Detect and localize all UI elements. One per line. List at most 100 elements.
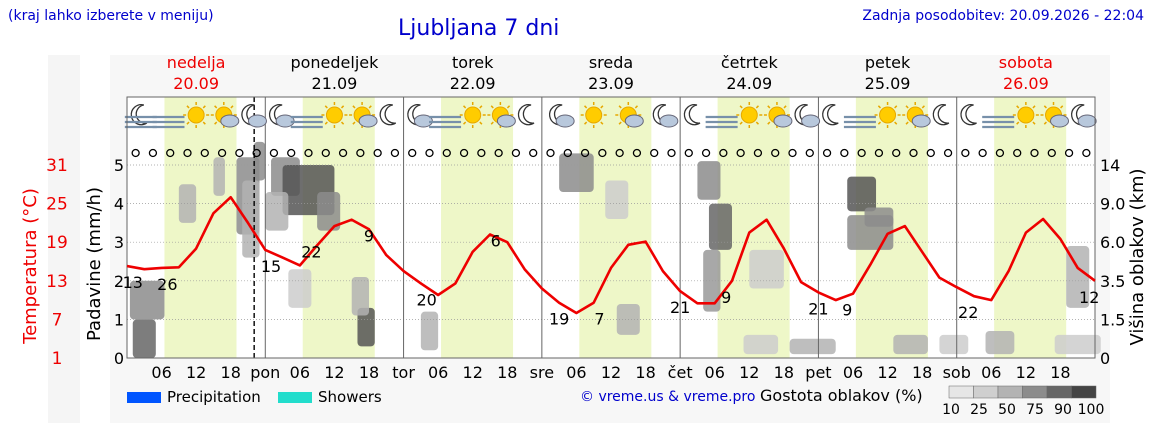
wind-calm-icon (287, 148, 296, 158)
cloud-height-tick: 0 (1100, 349, 1110, 368)
wind-calm-icon (684, 148, 693, 158)
wind-calm-icon (269, 148, 279, 158)
wind-calm-icon (753, 148, 763, 158)
wind-calm-icon (442, 148, 451, 158)
temperature-label: 9 (842, 301, 852, 320)
temperature-label: 9 (721, 288, 731, 307)
cloud-cell (847, 176, 877, 212)
cloud-cell (253, 141, 266, 181)
wind-calm-icon (131, 148, 140, 158)
day-date: 21.09 (312, 74, 358, 93)
hour-tick: 12 (463, 363, 483, 382)
sun-icon (874, 102, 901, 128)
hour-tick: 12 (739, 363, 759, 382)
precipitation-tick: 5 (114, 156, 124, 175)
sun-cloud-icon (210, 102, 240, 128)
precipitation-tick: 2 (114, 272, 124, 291)
cloud-cell (605, 180, 629, 220)
wind-calm-icon (252, 148, 261, 158)
wind-calm-icon (874, 148, 884, 158)
wind-calm-icon (995, 148, 1005, 158)
temperature-label: 9 (364, 226, 374, 245)
wind-calm-icon (650, 148, 659, 158)
day-name: četrtek (721, 53, 779, 72)
cloud-cell (1066, 246, 1090, 308)
wind-calm-icon (667, 148, 676, 158)
temperature-tick: 7 (52, 310, 63, 330)
cloud-cell (559, 153, 594, 193)
hour-tick: 12 (324, 363, 344, 382)
precipitation-tick: 3 (114, 233, 124, 252)
hour-tick: 06 (151, 363, 171, 382)
sun-icon (183, 102, 210, 128)
wind-calm-icon (459, 148, 469, 158)
wind-calm-icon (148, 148, 158, 158)
hour-tick: 18 (221, 363, 241, 382)
wind-calm-icon (183, 148, 192, 158)
moon-icon (683, 104, 701, 126)
moon-cloud-icon (1071, 104, 1097, 128)
hour-tick: 06 (428, 363, 448, 382)
temperature-tick: 13 (46, 272, 68, 292)
temperature-tick: 1 (52, 349, 63, 369)
wind-calm-icon (321, 148, 330, 158)
day-abbr: čet (668, 363, 693, 382)
sun-cloud-icon (615, 102, 644, 128)
cloud-height-tick: 14 (1100, 156, 1120, 175)
day-name: nedelja (167, 53, 226, 72)
cloud-height-tick: 6.0 (1100, 233, 1125, 252)
cloud-cell (697, 161, 721, 200)
cloud-density-level: 50 (998, 402, 1016, 418)
day-date: 20.09 (173, 74, 219, 93)
temperature-tick: 25 (46, 195, 68, 215)
cloud-cell (213, 157, 225, 196)
wind-calm-icon (511, 148, 521, 158)
moon-cloud-icon (548, 104, 575, 128)
temperature-label: 21 (808, 299, 828, 318)
cloud-cell (317, 192, 341, 231)
hour-tick: 18 (359, 363, 379, 382)
wind-calm-icon (771, 148, 780, 158)
cloud-density-swatch (1071, 385, 1097, 399)
moon-icon (932, 104, 950, 126)
fog-icon (429, 115, 462, 129)
cloud-cell (357, 307, 375, 347)
legend-showers: Showers (278, 388, 382, 406)
hour-tick: 12 (601, 363, 621, 382)
day-name: sreda (589, 53, 633, 72)
hour-tick: 06 (290, 363, 310, 382)
day-abbr: pet (805, 363, 831, 382)
wind-calm-icon (736, 148, 745, 158)
wind-calm-icon (529, 148, 538, 158)
day-name: sobota (999, 53, 1053, 72)
wind-calm-icon (788, 148, 797, 158)
temperature-label: 7 (594, 310, 604, 329)
day-name: ponedeljek (290, 53, 379, 72)
wind-calm-icon (563, 148, 572, 158)
wind-calm-icon (961, 148, 970, 158)
hour-tick: 18 (912, 363, 932, 382)
hour-tick: 12 (186, 363, 206, 382)
wind-calm-icon (909, 148, 918, 158)
wind-calm-icon (805, 148, 814, 158)
wind-calm-icon (1030, 148, 1039, 158)
copyright-link[interactable]: © vreme.us & vreme.pro (580, 389, 756, 405)
wind-calm-icon (632, 148, 642, 158)
cloud-cell (351, 276, 369, 316)
cloud-cell (939, 334, 969, 355)
cloud-density-level: 75 (1026, 402, 1044, 418)
cloud-density-level: 100 (1078, 402, 1105, 418)
cloud-cell (847, 215, 894, 250)
wind-calm-icon (926, 148, 935, 158)
precipitation-tick: 1 (114, 310, 124, 329)
cloud-density-swatch (1046, 385, 1072, 399)
wind-calm-icon (338, 148, 348, 158)
hour-tick: 18 (1050, 363, 1070, 382)
wind-calm-icon (1082, 148, 1091, 158)
precipitation-tick: 0 (114, 349, 124, 368)
sun-icon (736, 102, 763, 128)
fog-icon (705, 115, 738, 129)
fog-icon (982, 115, 1015, 129)
cloud-cell (743, 334, 779, 355)
moon-icon (960, 104, 977, 126)
